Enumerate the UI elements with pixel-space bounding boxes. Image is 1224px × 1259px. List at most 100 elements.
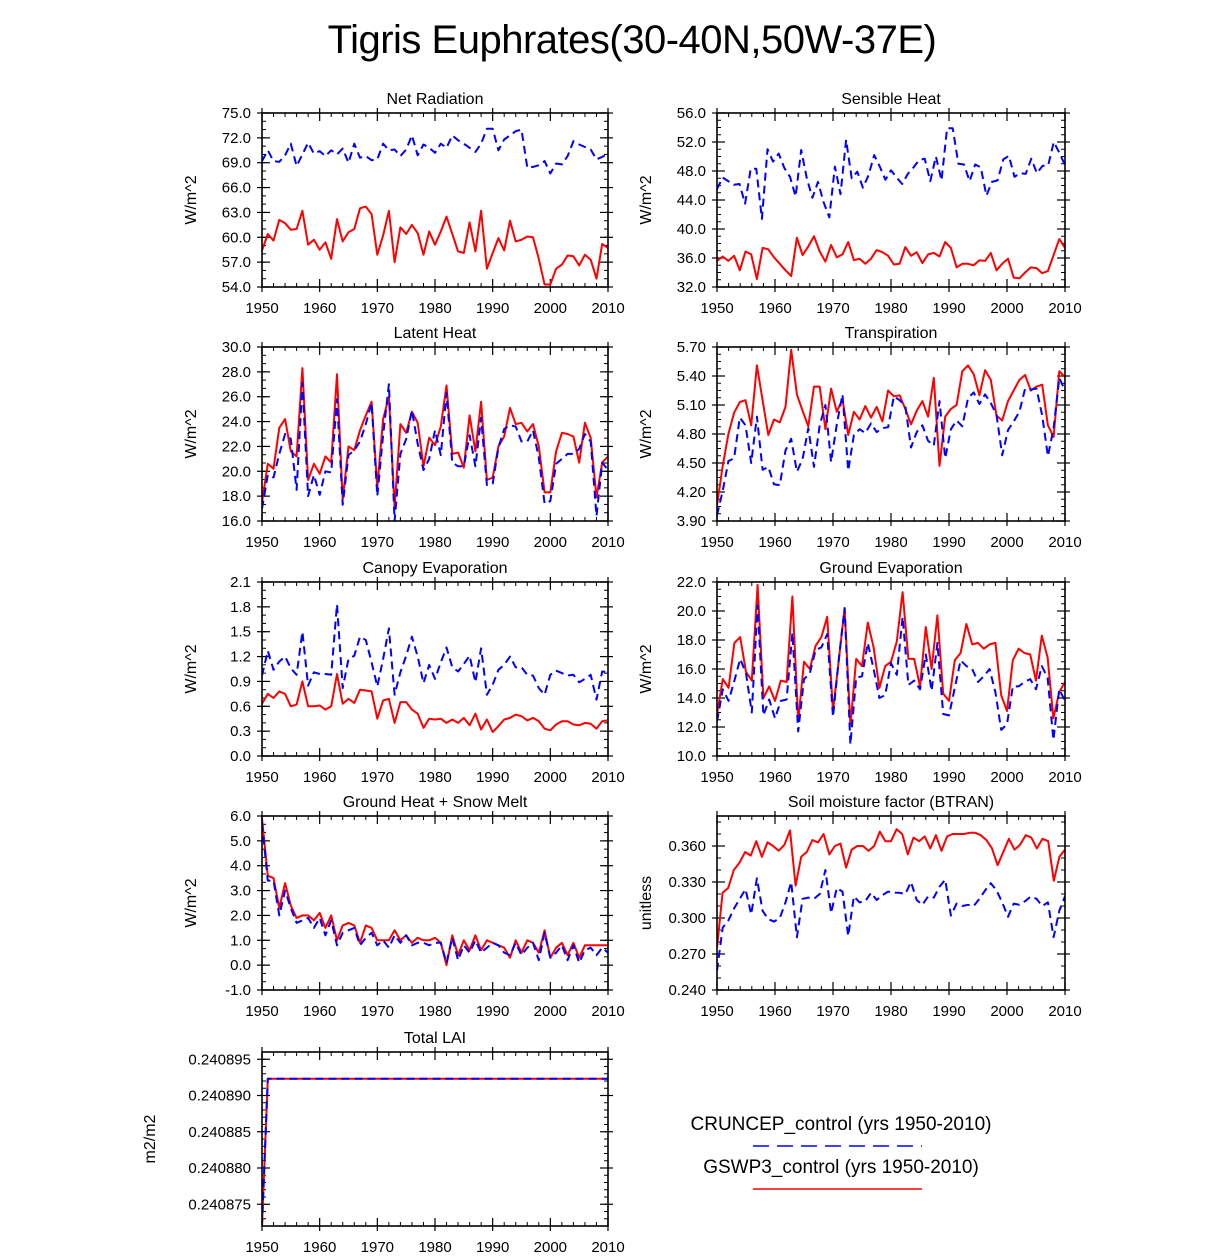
x-tick-label: 2000 (990, 1003, 1023, 1020)
y-tick-label: 48.0 (677, 163, 706, 180)
panel-sensible-heat: Sensible Heat W/m^2 1950 1960 1970 1980 1990 20… (638, 91, 1082, 317)
x-tick-label: 1960 (303, 1003, 336, 1020)
panel-title-soil-moisture-factor-btran: Soil moisture factor (BTRAN) (788, 794, 994, 811)
x-tick-label: 2000 (534, 1003, 567, 1020)
y-tick-label: 20.0 (222, 463, 251, 480)
x-tick-label: 1960 (758, 769, 791, 786)
series-line-gswp3-control-net-radiation (262, 205, 608, 286)
y-tick-label: 26.0 (222, 389, 251, 406)
y-tick-label: 0.300 (668, 910, 706, 927)
x-tick-label: 1950 (245, 1003, 278, 1020)
plot-frame-net-radiation (261, 112, 609, 288)
x-tick-label: 1980 (418, 1003, 451, 1020)
x-tick-label: 1990 (476, 534, 509, 551)
y-axis-label-total-lai: m2/m2 (142, 1114, 159, 1163)
x-tick-label: 1980 (874, 300, 907, 317)
x-tick-label: 1980 (874, 769, 907, 786)
y-tick-label: 52.0 (677, 134, 706, 151)
x-tick-label: 1990 (476, 769, 509, 786)
panel-latent-heat: Latent Heat W/m^2 1950 1960 1970 1980 1990 2000… (183, 325, 625, 551)
x-tick-label: 1960 (303, 300, 336, 317)
y-tick-label: 3.0 (230, 883, 251, 900)
y-tick-label: 72.0 (222, 130, 251, 147)
series-line-cruncep-control-net-radiation (262, 127, 608, 175)
series-line-cruncep-control-canopy-evaporation (262, 603, 608, 701)
x-tick-label: 1950 (700, 769, 733, 786)
x-tick-label: 1970 (361, 534, 394, 551)
x-tick-label: 2010 (591, 1239, 624, 1256)
y-tick-label: 0.3 (230, 723, 251, 740)
x-tick-label: 2010 (1048, 534, 1081, 551)
y-tick-label: 22.0 (222, 438, 251, 455)
x-tick-label: 1980 (418, 1239, 451, 1256)
y-tick-label: 16.0 (222, 513, 251, 530)
y-tick-label: 4.80 (677, 426, 706, 443)
plot-frame-ground-heat-snow-melt (261, 815, 609, 991)
y-axis-label-sensible-heat: W/m^2 (638, 175, 655, 224)
panel-soil-moisture-factor-btran: Soil moisture factor (BTRAN) unitless 1950… (638, 794, 1082, 1020)
series-line-gswp3-control-ground-evaporation (717, 583, 1065, 727)
y-tick-label: 0.240885 (188, 1124, 251, 1141)
y-tick-label: 66.0 (222, 180, 251, 197)
panel-transpiration: Transpiration W/m^2 1950 1960 1970 1980 1990 20… (638, 325, 1082, 551)
series-line-cruncep-control-sensible-heat (717, 127, 1065, 220)
series-line-gswp3-control-ground-heat-snow-melt (262, 818, 608, 967)
series-line-gswp3-control-soil-moisture-factor-btran (717, 828, 1065, 949)
y-tick-label: 6.0 (230, 808, 251, 825)
x-tick-label: 1990 (476, 300, 509, 317)
x-tick-label: 2000 (534, 534, 567, 551)
panel-title-net-radiation: Net Radiation (387, 91, 484, 108)
x-tick-label: 1960 (303, 1239, 336, 1256)
y-tick-label: 3.90 (677, 513, 706, 530)
y-axis-label-ground-heat-snow-melt: W/m^2 (183, 878, 200, 927)
series-line-cruncep-control-latent-heat (262, 382, 608, 521)
legend-label-cruncep: CRUNCEP_control (yrs 1950-2010) (690, 1114, 992, 1135)
y-tick-label: 24.0 (222, 414, 251, 431)
y-tick-label: 20.0 (677, 603, 706, 620)
x-tick-label: 1990 (932, 769, 965, 786)
y-tick-label: 60.0 (222, 229, 251, 246)
x-tick-label: 1980 (874, 1003, 907, 1020)
x-tick-label: 1950 (245, 534, 278, 551)
y-tick-label: 0.6 (230, 698, 251, 715)
x-tick-label: 1980 (418, 769, 451, 786)
x-tick-label: 2000 (990, 534, 1023, 551)
series-line-cruncep-control-transpiration (717, 376, 1065, 516)
legend (753, 1145, 922, 1190)
x-tick-label: 1960 (303, 769, 336, 786)
x-tick-label: 2010 (591, 300, 624, 317)
plot-frame-canopy-evaporation (261, 581, 609, 757)
x-tick-label: 1960 (758, 534, 791, 551)
x-tick-label: 2000 (990, 769, 1023, 786)
panel-total-lai: Total LAI m2/m2 1950 1960 1970 1980 1990 2000 20… (142, 1030, 625, 1256)
y-tick-label: 0.0 (230, 748, 251, 765)
series-line-cruncep-control-ground-heat-snow-melt (262, 823, 608, 964)
y-tick-label: 40.0 (677, 221, 706, 238)
plot-frame-sensible-heat (716, 112, 1066, 288)
panel-ground-evaporation: Ground Evaporation W/m^2 1950 1960 1970 1980 1… (638, 560, 1082, 786)
y-tick-label: 1.5 (230, 624, 251, 641)
panel-title-canopy-evaporation: Canopy Evaporation (363, 560, 508, 577)
y-tick-label: 0.330 (668, 874, 706, 891)
y-tick-label: 4.20 (677, 484, 706, 501)
y-tick-label: 32.0 (677, 279, 706, 296)
x-tick-label: 1950 (245, 1239, 278, 1256)
y-axis-label-latent-heat: W/m^2 (183, 409, 200, 458)
y-tick-label: 54.0 (222, 279, 251, 296)
x-tick-label: 2010 (591, 1003, 624, 1020)
y-tick-label: 5.10 (677, 397, 706, 414)
y-tick-label: 18.0 (222, 488, 251, 505)
y-tick-label: 16.0 (677, 661, 706, 678)
y-tick-label: 1.2 (230, 649, 251, 666)
y-tick-label: 0.240875 (188, 1196, 251, 1213)
plot-frame-soil-moisture-factor-btran (716, 815, 1066, 991)
y-tick-label: 0.240895 (188, 1051, 251, 1068)
x-tick-label: 2010 (591, 534, 624, 551)
x-tick-label: 1980 (418, 300, 451, 317)
plot-frame-latent-heat (261, 346, 609, 522)
x-tick-label: 2000 (534, 300, 567, 317)
y-tick-label: 56.0 (677, 105, 706, 122)
x-tick-label: 1970 (816, 1003, 849, 1020)
x-tick-label: 2010 (1048, 300, 1081, 317)
panel-title-ground-heat-snow-melt: Ground Heat + Snow Melt (343, 794, 528, 811)
